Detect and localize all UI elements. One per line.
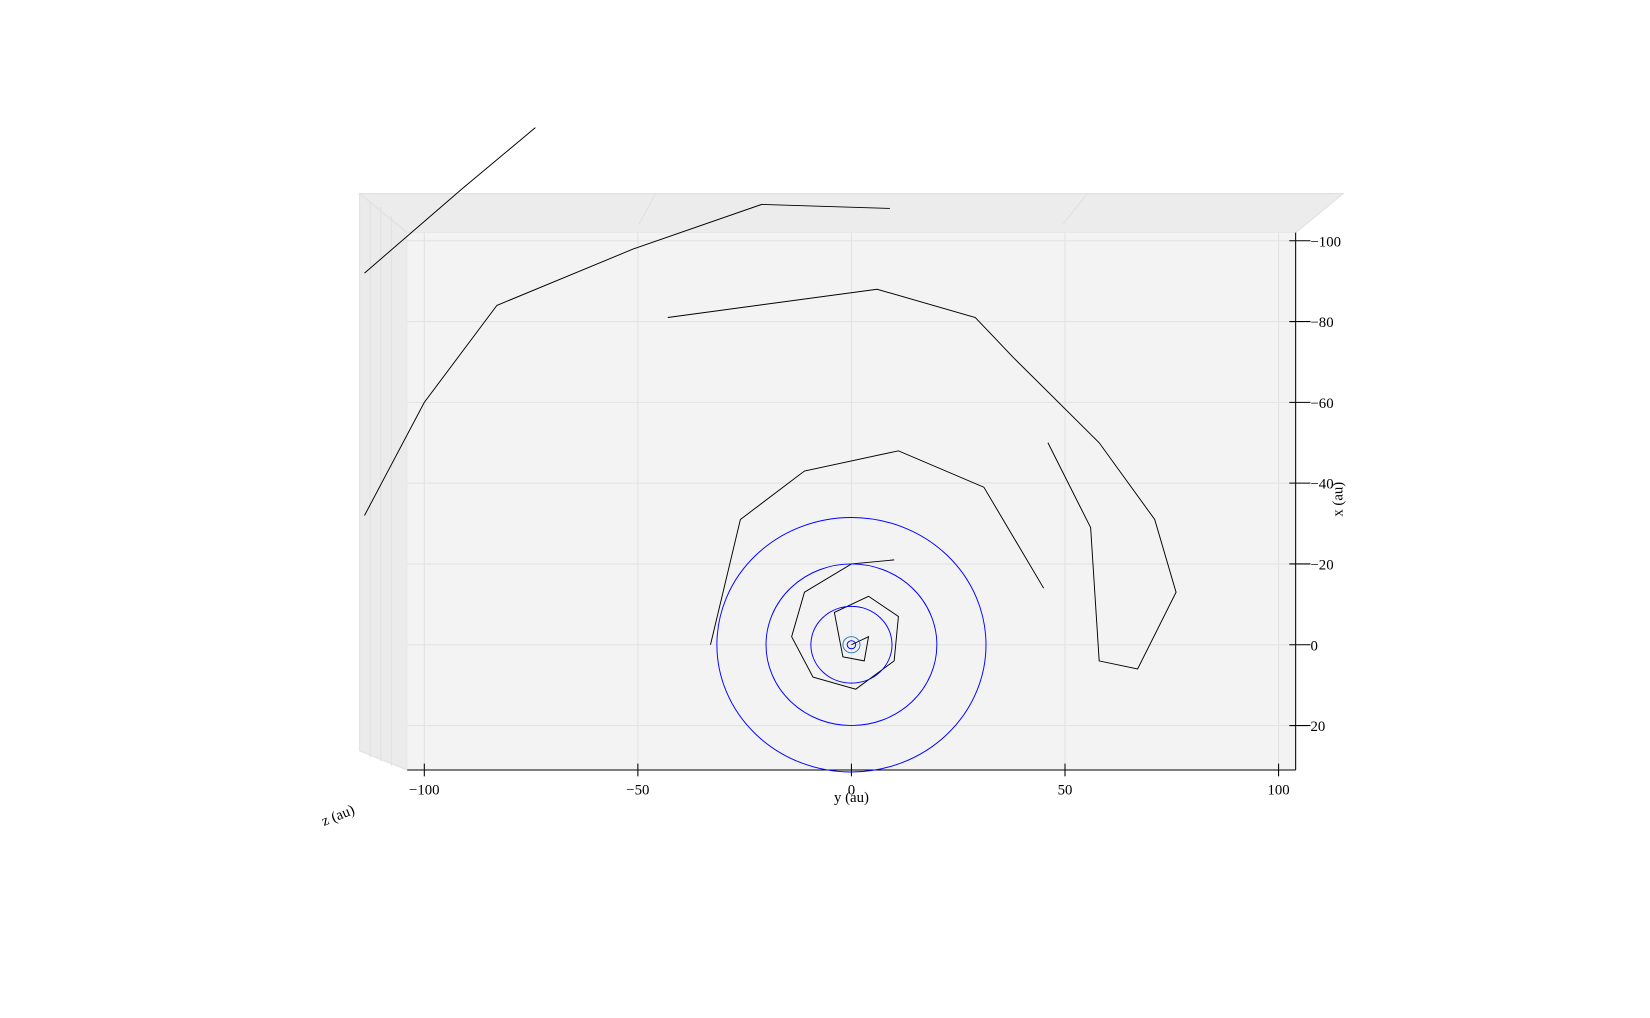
x-tick-label: 100 — [1267, 783, 1289, 799]
orbit — [765, 563, 938, 727]
orbit — [716, 517, 987, 773]
trajectory — [364, 127, 536, 274]
x-tick-label: 0 — [848, 783, 855, 799]
x-tick-label: −50 — [626, 783, 649, 799]
y-tick-label: −60 — [1310, 396, 1333, 412]
y-tick-label: −80 — [1310, 315, 1333, 331]
y-axis-label: x (au) — [1330, 482, 1346, 517]
y-tick-label: −20 — [1310, 557, 1333, 573]
orbit — [842, 636, 861, 654]
z-axis-label: z (au) — [319, 802, 357, 830]
trajectory — [710, 450, 1045, 645]
y-tick-label: −40 — [1310, 477, 1333, 493]
x-tick-label: −100 — [409, 783, 440, 799]
trajectory — [791, 559, 899, 690]
x-tick-label: 50 — [1058, 783, 1073, 799]
orbit — [810, 605, 893, 684]
trajectory — [667, 288, 1177, 670]
orbit — [846, 640, 857, 650]
y-tick-label: 0 — [1310, 638, 1317, 654]
x-axis-label: y (au) — [834, 790, 869, 806]
y-tick-label: −100 — [1310, 234, 1341, 250]
y-tick-label: 20 — [1310, 719, 1325, 735]
trajectory — [364, 203, 890, 516]
pane-frames — [358, 192, 1345, 771]
